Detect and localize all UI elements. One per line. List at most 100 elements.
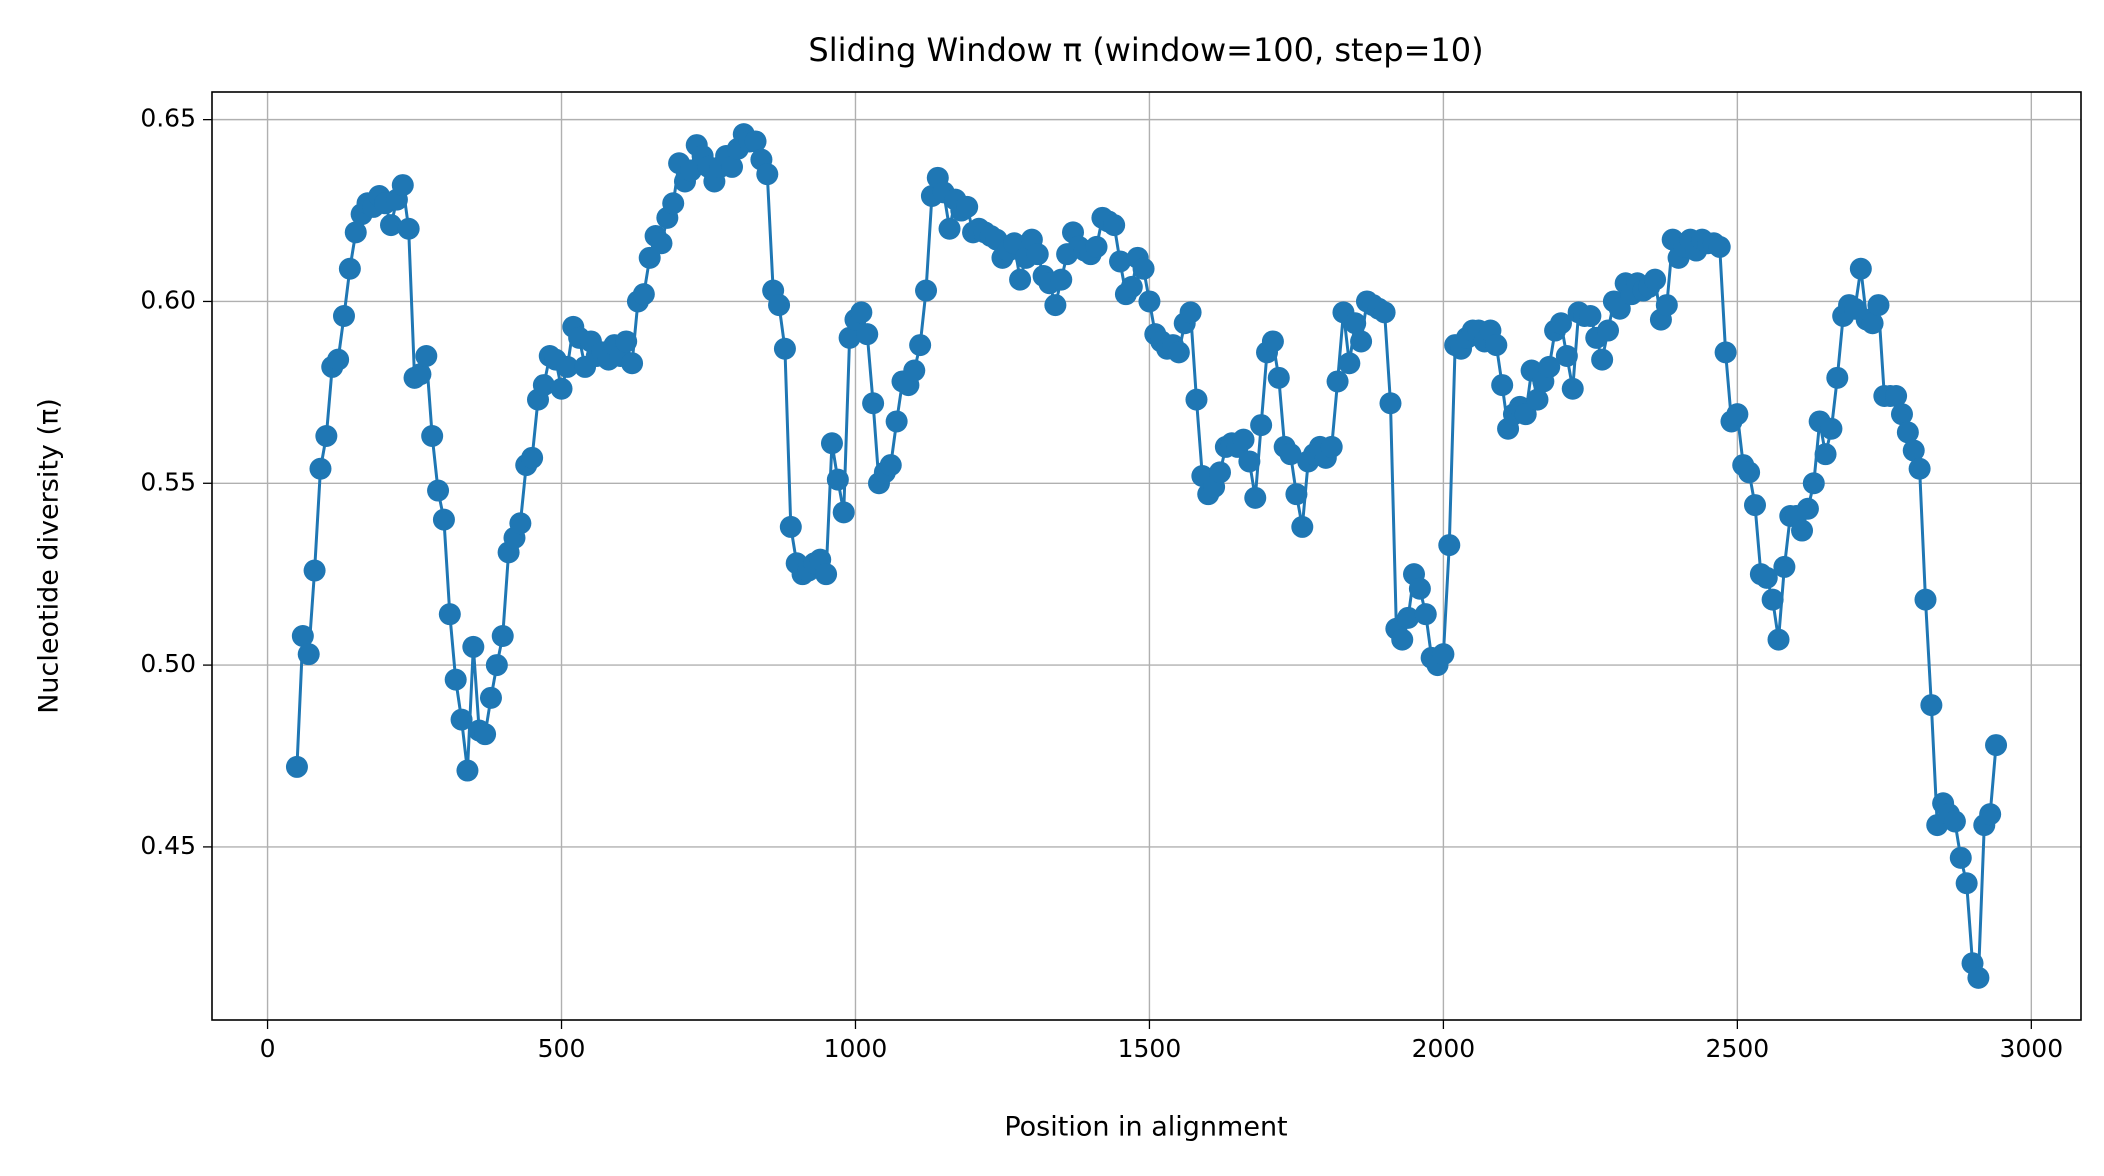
data-point	[1408, 577, 1431, 600]
data-point	[1943, 810, 1966, 833]
data-point	[820, 432, 843, 455]
data-point	[1773, 555, 1796, 578]
x-tick-label: 500	[538, 1034, 586, 1063]
data-point	[491, 625, 514, 647]
plot-frame	[211, 91, 2082, 1021]
data-point	[856, 323, 879, 346]
data-point	[1238, 450, 1261, 473]
data-point	[532, 374, 555, 397]
data-point	[1485, 334, 1508, 357]
data-point	[1167, 341, 1190, 364]
data-point	[444, 668, 467, 691]
data-point	[1561, 377, 1584, 400]
data-point	[427, 479, 450, 502]
data-point	[773, 337, 796, 360]
data-point	[1109, 250, 1132, 273]
data-point	[1414, 603, 1437, 626]
y-tick-label: 0.60	[140, 285, 196, 314]
data-point	[1579, 305, 1602, 327]
data-point	[1338, 352, 1361, 375]
data-point	[1185, 388, 1208, 411]
data-point	[1391, 628, 1414, 651]
data-point	[1796, 497, 1819, 520]
data-point	[1250, 414, 1273, 437]
data-point	[721, 155, 744, 178]
chart-title: Sliding Window π (window=100, step=10)	[808, 31, 1483, 69]
data-point	[415, 345, 438, 367]
data-point	[291, 625, 314, 647]
data-point	[1985, 734, 2008, 757]
data-point	[1655, 294, 1678, 317]
data-point	[309, 457, 332, 480]
data-point	[397, 217, 420, 240]
data-point	[1026, 243, 1049, 266]
data-point	[621, 352, 644, 375]
data-point	[903, 359, 926, 382]
data-point	[1491, 374, 1514, 397]
data-point	[409, 363, 432, 386]
data-point	[550, 377, 573, 400]
data-point	[1902, 439, 1925, 462]
data-point	[338, 257, 361, 280]
data-point	[1914, 588, 1937, 611]
data-point	[1244, 486, 1267, 509]
x-tick-label: 2500	[1706, 1034, 1770, 1063]
data-point	[1814, 443, 1837, 466]
data-point	[956, 195, 979, 218]
data-point	[1379, 392, 1402, 415]
data-point	[1085, 235, 1108, 258]
data-point	[1761, 588, 1784, 611]
data-point	[768, 294, 791, 317]
x-tick-label: 1000	[824, 1034, 888, 1063]
data-point	[662, 192, 685, 215]
data-point	[327, 348, 350, 371]
data-point	[1885, 385, 1908, 407]
data-point	[1344, 312, 1367, 335]
data-point	[344, 221, 367, 244]
data-point	[1979, 803, 2002, 826]
data-point	[1291, 515, 1314, 538]
data-point	[1820, 417, 1843, 440]
data-point	[474, 723, 497, 746]
data-point	[456, 759, 479, 782]
data-point	[832, 501, 855, 524]
data-point	[303, 559, 326, 582]
data-point	[1009, 268, 1032, 291]
data-point	[1791, 519, 1814, 542]
data-point	[1861, 312, 1884, 335]
data-point	[450, 708, 473, 731]
data-point	[1644, 268, 1667, 291]
y-tick-label: 0.65	[140, 104, 196, 133]
data-point	[479, 686, 502, 709]
x-axis-label: Position in alignment	[1004, 1112, 1287, 1143]
data-point	[1326, 370, 1349, 393]
data-point	[556, 355, 579, 378]
data-point	[744, 130, 767, 153]
data-point	[779, 515, 802, 538]
data-point	[1232, 428, 1255, 451]
data-point	[1208, 461, 1231, 484]
data-point	[421, 425, 444, 447]
data-point	[1708, 235, 1731, 258]
data-point	[509, 512, 532, 535]
data-point	[1802, 472, 1825, 495]
data-point	[1738, 461, 1761, 484]
data-point	[1890, 403, 1913, 426]
data-point	[1767, 628, 1790, 651]
data-point	[285, 755, 308, 778]
data-point	[1743, 494, 1766, 517]
data-point	[1755, 566, 1778, 589]
data-point	[1138, 290, 1161, 313]
y-tick-label: 0.50	[140, 649, 196, 678]
data-point	[862, 392, 885, 415]
data-point	[909, 334, 932, 357]
y-axis-label: Nucleotide diversity (π)	[34, 398, 65, 714]
data-point	[1555, 345, 1578, 367]
y-tick-label: 0.55	[140, 467, 196, 496]
data-point	[1279, 443, 1302, 466]
data-point	[1438, 534, 1461, 557]
data-point	[1867, 294, 1890, 317]
data-point	[838, 326, 861, 349]
data-point	[1050, 268, 1073, 291]
